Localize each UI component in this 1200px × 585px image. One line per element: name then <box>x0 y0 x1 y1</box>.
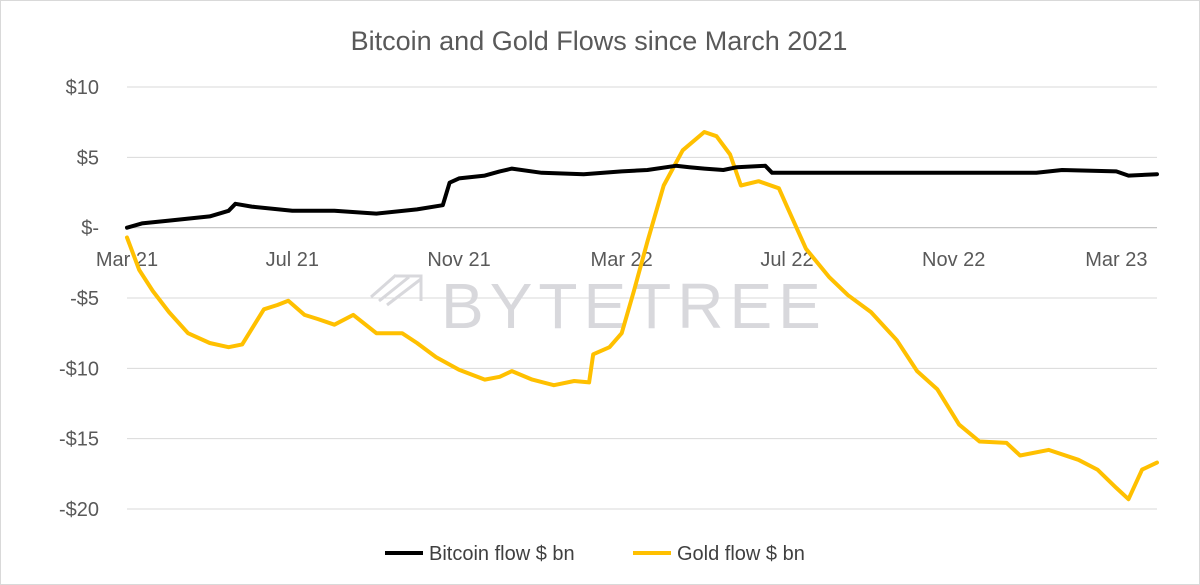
x-tick-label: Mar 23 <box>1085 249 1147 271</box>
y-tick-label: -$10 <box>59 358 99 380</box>
gridlines <box>127 86 1157 510</box>
legend-label-bitcoin: Bitcoin flow $ bn <box>429 543 575 565</box>
bytetree-logo-icon <box>370 273 423 307</box>
y-tick-label: -$15 <box>59 429 99 451</box>
y-tick-label: $5 <box>77 147 99 169</box>
x-tick-label: Jul 22 <box>760 249 813 271</box>
chart-title: Bitcoin and Gold Flows since March 2021 <box>351 26 848 56</box>
y-tick-label: -$20 <box>59 499 99 521</box>
watermark-text: BYTETREE <box>441 270 827 342</box>
series-line-gold <box>125 130 1159 502</box>
x-tick-label: Nov 21 <box>427 249 490 271</box>
x-axis-tick-labels: Mar 21 Jul 21 Nov 21 Mar 22 Jul 22 Nov 22 Mar … <box>96 249 1148 271</box>
x-tick-label: Jul 21 <box>266 249 319 271</box>
series-line-bitcoin <box>125 163 1159 230</box>
x-tick-label: Nov 22 <box>922 249 985 271</box>
y-tick-label: -$5 <box>70 288 99 310</box>
legend: Bitcoin flow $ bn Gold flow $ bn <box>385 543 805 565</box>
x-tick-label: Mar 21 <box>96 249 158 271</box>
y-tick-label: $- <box>81 218 99 240</box>
legend-label-gold: Gold flow $ bn <box>677 543 805 565</box>
y-tick-label: $10 <box>66 77 99 99</box>
bytetree-watermark: BYTETREE <box>370 270 827 342</box>
y-axis-tick-labels: $10 $5 $- -$5 -$10 -$15 -$20 <box>59 77 99 521</box>
x-tick-label: Mar 22 <box>591 249 653 271</box>
series-lines <box>125 130 1159 502</box>
